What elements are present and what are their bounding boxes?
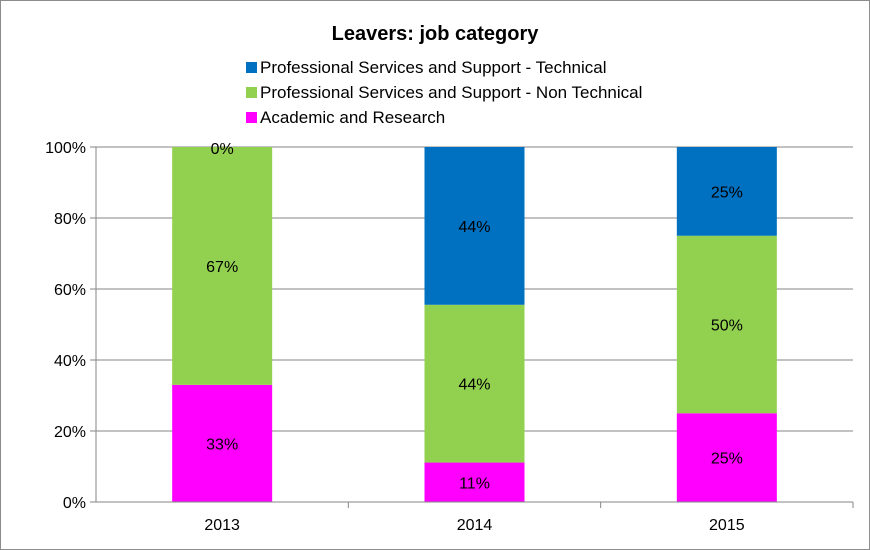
bars bbox=[172, 147, 777, 502]
bar-segment bbox=[676, 147, 777, 236]
data-label: 67% bbox=[206, 259, 238, 276]
legend-label: Professional Services and Support - Tech… bbox=[260, 58, 606, 77]
legend-label: Academic and Research bbox=[260, 108, 445, 127]
data-label: 0% bbox=[211, 141, 234, 158]
x-tick-label: 2015 bbox=[709, 517, 745, 534]
data-label: 44% bbox=[458, 219, 490, 236]
data-label: 50% bbox=[711, 318, 743, 335]
data-label: 25% bbox=[711, 451, 743, 468]
legend: Professional Services and Support - Tech… bbox=[246, 58, 642, 127]
x-tick-label: 2013 bbox=[204, 517, 240, 534]
x-tick-label: 2014 bbox=[457, 517, 493, 534]
y-tick-label: 60% bbox=[54, 282, 86, 299]
bar-segment bbox=[424, 304, 525, 463]
legend-swatch bbox=[246, 112, 257, 123]
data-label: 11% bbox=[459, 475, 490, 492]
bar-segment bbox=[676, 235, 777, 414]
data-labels: 33% 67% 0% 11% 44% 44% 25% 50% 25% bbox=[206, 141, 743, 492]
legend-swatch bbox=[246, 87, 257, 98]
chart-title: Leavers: job category bbox=[332, 23, 540, 45]
y-tick-label: 40% bbox=[54, 353, 86, 370]
bar-segment bbox=[172, 147, 273, 385]
y-tick-label: 20% bbox=[54, 424, 86, 441]
axes: 0% 20% 40% 60% 80% 100% 2013 2014 2015 bbox=[45, 140, 854, 534]
bar-segment bbox=[676, 413, 777, 502]
bar-segment bbox=[424, 147, 525, 305]
y-tick-label: 100% bbox=[45, 140, 86, 157]
data-label: 33% bbox=[206, 436, 238, 453]
data-label: 44% bbox=[458, 377, 490, 394]
y-tick-label: 0% bbox=[63, 495, 86, 512]
bar-segment bbox=[424, 462, 525, 502]
bar-segment bbox=[172, 384, 273, 502]
y-tick-label: 80% bbox=[54, 211, 86, 228]
legend-swatch bbox=[246, 62, 257, 73]
data-label: 25% bbox=[711, 184, 743, 201]
legend-label: Professional Services and Support - Non … bbox=[260, 83, 642, 102]
